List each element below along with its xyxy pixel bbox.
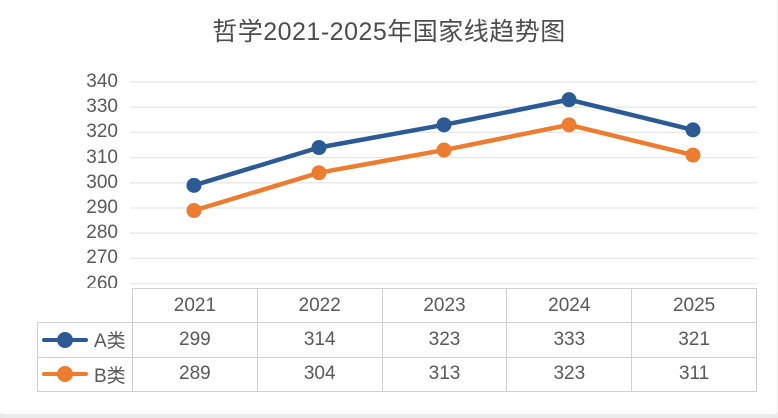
year-header-cell: 2023 — [382, 288, 508, 323]
table-corner-blank — [37, 288, 133, 323]
data-point-marker — [186, 203, 202, 219]
series-line-B类 — [191, 122, 696, 213]
value-cell: 299 — [133, 323, 258, 358]
data-point-marker — [311, 140, 327, 156]
value-cell: 311 — [632, 357, 757, 392]
value-cell: 323 — [382, 323, 508, 358]
series-line-A类 — [191, 97, 696, 188]
legend-key-icon — [42, 366, 88, 383]
value-cell: 333 — [507, 323, 633, 358]
value-cell: 314 — [257, 323, 383, 358]
legend-label: B类 — [94, 365, 126, 387]
y-tick-label: 320 — [86, 121, 118, 143]
legend-cell-B类: B类 — [37, 357, 133, 392]
data-point-marker — [311, 165, 327, 181]
value-cell: 289 — [133, 357, 258, 392]
data-point-marker — [561, 92, 577, 108]
chart-title: 哲学2021-2025年国家线趋势图 — [212, 18, 566, 46]
legend-cell-A类: A类 — [37, 323, 133, 358]
year-header-cell: 2024 — [507, 288, 633, 323]
data-point-marker — [685, 147, 701, 163]
data-point-marker — [685, 122, 701, 138]
y-tick-label: 330 — [86, 96, 118, 118]
y-tick-label: 270 — [86, 247, 118, 269]
y-tick-label: 280 — [86, 222, 118, 244]
value-cell: 323 — [507, 357, 633, 392]
legend-marker-dot — [57, 331, 73, 348]
value-cell: 321 — [632, 323, 757, 358]
y-tick-label: 310 — [86, 146, 118, 168]
year-header-cell: 2025 — [632, 288, 757, 323]
data-point-marker — [561, 117, 577, 133]
data-point-marker — [436, 117, 452, 133]
legend-label: A类 — [94, 331, 126, 353]
value-cell: 313 — [382, 357, 508, 392]
y-tick-label: 300 — [86, 171, 118, 193]
y-tick-label: 340 — [86, 71, 118, 92]
y-tick-label: 290 — [86, 197, 118, 218]
data-point-marker — [436, 142, 452, 158]
year-header-cell: 2022 — [257, 288, 383, 323]
data-point-marker — [186, 177, 202, 193]
value-cell: 304 — [257, 357, 383, 392]
legend-key-icon — [42, 331, 88, 348]
legend-marker-dot — [57, 366, 73, 383]
data-table: 2021 2022 2023 2024 2025 A类 299 314 323 333 321 B类 2… — [37, 288, 757, 392]
year-header-cell: 2021 — [133, 288, 258, 323]
